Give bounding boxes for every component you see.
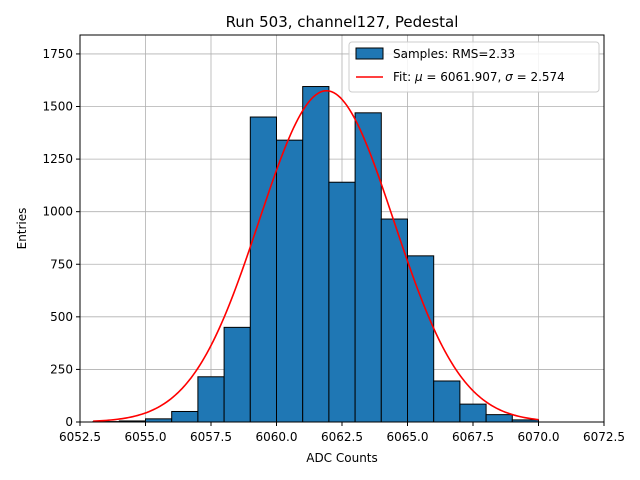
x-tick-label: 6065.0 — [387, 430, 429, 444]
histogram-bar — [354, 112, 382, 423]
y-tick-label: 1000 — [42, 205, 73, 219]
y-tick-label: 1750 — [42, 47, 73, 61]
chart-title: Run 503, channel127, Pedestal — [226, 13, 459, 31]
legend-box — [348, 41, 600, 93]
x-tick-label: 6052.5 — [59, 430, 101, 444]
x-tick-label: 6057.5 — [190, 430, 232, 444]
histogram-bar — [171, 410, 199, 423]
gaussian-fit-line — [93, 89, 539, 422]
histogram-bars — [92, 86, 539, 423]
legend-fit-mu: = 6061.907, — [423, 70, 506, 84]
legend-samples-label: Samples: RMS=2.33 — [393, 47, 515, 61]
histogram-bar — [249, 116, 278, 423]
x-tick-label: 6072.5 — [583, 430, 625, 444]
y-axis-label: Entries — [15, 208, 29, 250]
x-tick-label: 6055.0 — [125, 430, 167, 444]
legend-fit-sigma: = 2.574 — [513, 70, 565, 84]
histogram-bar — [433, 380, 461, 423]
x-tick-label: 6067.5 — [452, 430, 494, 444]
x-axis-label: ADC Counts — [306, 451, 378, 465]
x-axis-ticks: 6052.5 6055.0 6057.5 6060.0 6062.5 6065.0 6067… — [59, 422, 625, 444]
legend: Samples: RMS=2.33 Fit: μ = 6061.907, σ =… — [348, 41, 600, 93]
histogram-bar — [485, 414, 513, 423]
x-tick-label: 6062.5 — [321, 430, 363, 444]
y-tick-label: 0 — [65, 415, 73, 429]
y-tick-label: 1250 — [42, 152, 73, 166]
legend-fit-label: Fit: μ = 6061.907, σ = 2.574 — [393, 70, 565, 84]
legend-sigma-symbol: σ — [505, 70, 513, 84]
legend-mu-symbol: μ — [414, 70, 423, 84]
y-tick-label: 500 — [50, 310, 73, 324]
legend-fit-prefix: Fit: — [393, 70, 415, 84]
histogram-bar — [197, 376, 225, 423]
histogram-bar — [328, 181, 356, 423]
histogram-bar — [223, 326, 251, 423]
y-tick-label: 1500 — [42, 100, 73, 114]
y-axis-ticks: 0 250 500 750 1000 1250 1500 1750 — [42, 47, 80, 429]
legend-samples-swatch — [355, 47, 384, 60]
x-tick-label: 6070.0 — [518, 430, 560, 444]
histogram-bar — [302, 86, 330, 423]
histogram-bar — [459, 403, 487, 423]
y-tick-label: 250 — [50, 362, 73, 376]
y-tick-label: 750 — [50, 257, 73, 271]
histogram-bar — [407, 255, 435, 423]
histogram-bar — [276, 139, 304, 423]
x-tick-label: 6060.0 — [256, 430, 298, 444]
